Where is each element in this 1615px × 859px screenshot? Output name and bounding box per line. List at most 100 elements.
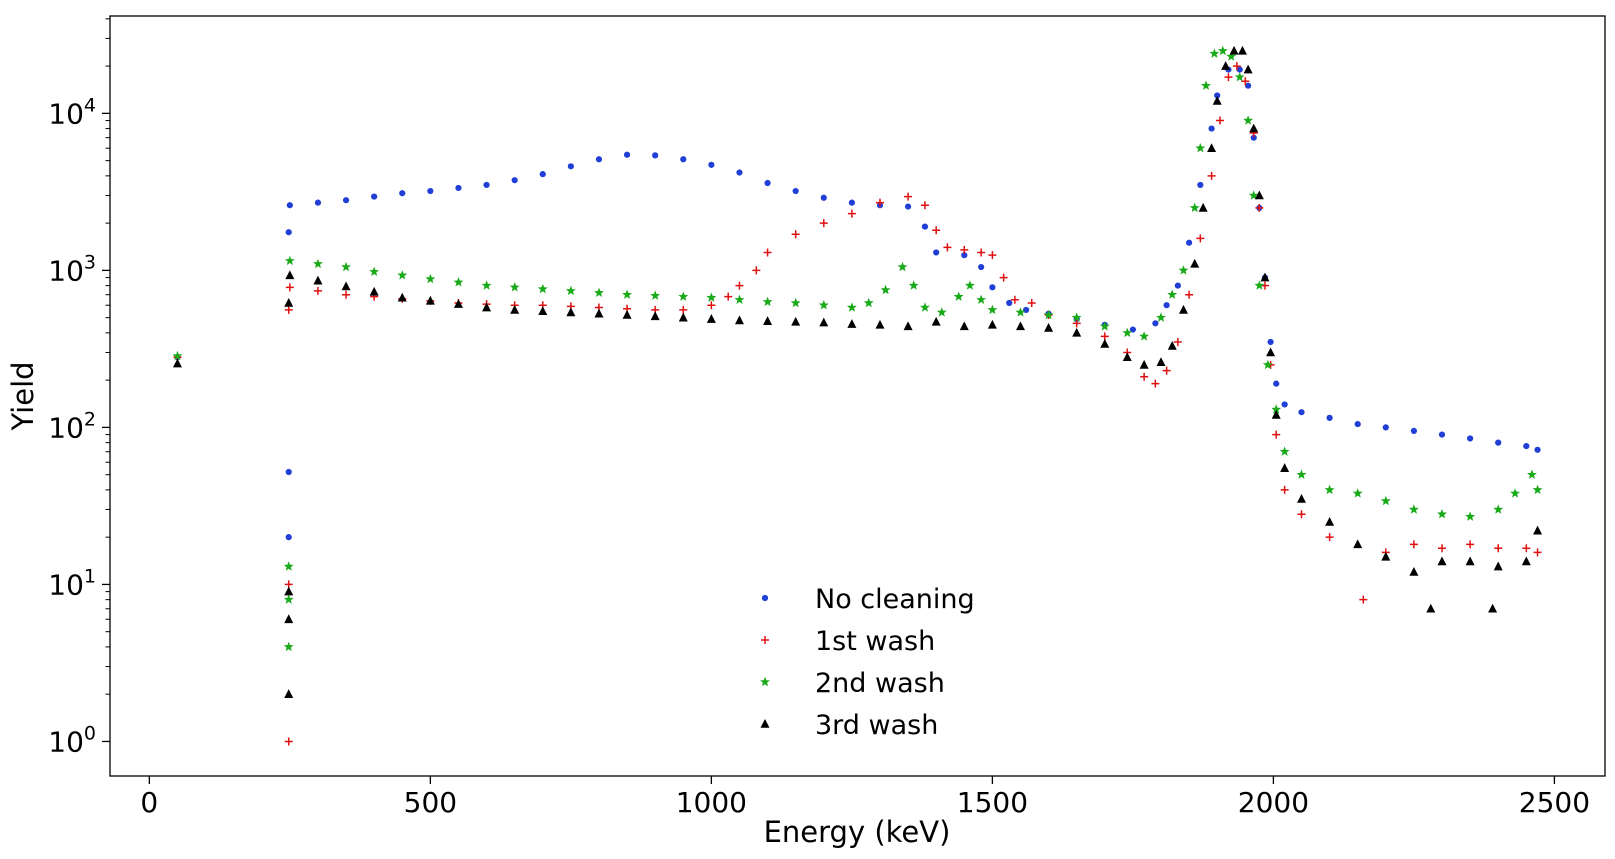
data-point	[1196, 234, 1205, 243]
data-point	[920, 201, 929, 210]
data-point	[1438, 431, 1446, 438]
data-point	[399, 190, 406, 197]
data-point	[932, 226, 941, 235]
data-point	[1236, 66, 1243, 73]
data-marks	[172, 45, 1543, 746]
data-point	[453, 299, 463, 308]
data-point	[1201, 80, 1211, 90]
data-point	[1173, 337, 1182, 346]
data-point	[1382, 424, 1389, 431]
data-point	[1494, 544, 1503, 553]
data-point	[1237, 45, 1247, 55]
x-tick-label: 2500	[1519, 786, 1590, 819]
legend-label: No cleaning	[815, 584, 975, 615]
data-point	[482, 302, 492, 312]
x-axis-label: Energy (keV)	[764, 815, 951, 849]
data-point	[283, 594, 294, 604]
data-point	[1208, 125, 1215, 132]
data-point	[724, 292, 733, 301]
data-point	[341, 261, 351, 272]
data-point	[763, 248, 772, 257]
data-point	[752, 266, 761, 275]
data-point	[1493, 504, 1504, 514]
legend-item: 1st wash	[761, 626, 935, 657]
data-point	[284, 305, 293, 314]
data-point	[1467, 435, 1474, 442]
data-point	[172, 350, 183, 361]
data-point	[1409, 504, 1419, 514]
data-point	[1207, 171, 1216, 180]
data-point	[1216, 116, 1225, 125]
data-point	[1232, 62, 1241, 71]
data-point	[425, 273, 436, 284]
data-point	[1100, 338, 1110, 348]
data-point	[650, 290, 661, 300]
series-3	[172, 45, 1543, 652]
data-point	[286, 202, 293, 209]
data-point	[1354, 420, 1361, 428]
data-point	[1139, 359, 1149, 369]
data-point	[931, 316, 941, 326]
data-point	[1140, 372, 1149, 381]
data-point	[707, 301, 716, 310]
data-point	[978, 263, 985, 271]
data-point	[284, 586, 294, 596]
data-point	[1229, 45, 1239, 55]
data-point	[481, 280, 492, 290]
data-point	[1122, 352, 1132, 361]
data-point	[936, 307, 947, 317]
data-point	[1438, 544, 1447, 553]
data-point	[921, 223, 929, 230]
data-point	[1495, 439, 1502, 446]
data-point	[1296, 469, 1307, 479]
data-point	[1410, 427, 1418, 435]
data-point	[988, 251, 997, 260]
data-point	[427, 187, 434, 195]
data-point	[342, 290, 351, 299]
data-point	[1023, 306, 1030, 314]
data-point	[1249, 123, 1259, 133]
data-point	[1297, 493, 1307, 503]
data-point	[762, 296, 773, 307]
data-point	[313, 275, 323, 285]
data-point	[1243, 115, 1254, 125]
data-point	[880, 284, 891, 295]
legend-marker	[761, 636, 769, 644]
data-point	[453, 277, 464, 287]
data-point	[1072, 319, 1081, 328]
legend-marker	[760, 719, 770, 728]
data-point	[455, 184, 462, 192]
data-point	[539, 171, 546, 178]
data-point	[397, 292, 407, 302]
data-point	[285, 270, 295, 280]
data-point	[369, 266, 380, 276]
data-point	[943, 243, 952, 252]
data-point	[1178, 304, 1188, 314]
data-point	[285, 534, 292, 541]
legend-label: 2nd wash	[815, 668, 945, 699]
legend-marker	[761, 594, 769, 602]
data-point	[1226, 51, 1237, 61]
legend-item: 2nd wash	[760, 668, 945, 699]
data-point	[1281, 401, 1288, 408]
data-point	[1466, 540, 1475, 549]
data-point	[1325, 533, 1334, 542]
data-point	[820, 194, 827, 201]
data-point	[1043, 309, 1054, 320]
data-point	[1178, 265, 1189, 275]
data-point	[1207, 143, 1217, 152]
legend-item: No cleaning	[761, 584, 975, 615]
x-tick-label: 2000	[1238, 786, 1309, 819]
legend: No cleaning 1st wash 2nd wash 3rd wash	[760, 584, 975, 741]
data-point	[623, 151, 631, 158]
data-point	[791, 316, 801, 326]
data-point	[1015, 307, 1026, 317]
data-point	[1195, 143, 1206, 153]
data-point	[987, 304, 998, 315]
data-point	[1151, 379, 1160, 388]
data-point	[791, 230, 800, 239]
data-point	[510, 304, 520, 314]
data-point	[847, 319, 857, 328]
data-point	[961, 252, 968, 259]
